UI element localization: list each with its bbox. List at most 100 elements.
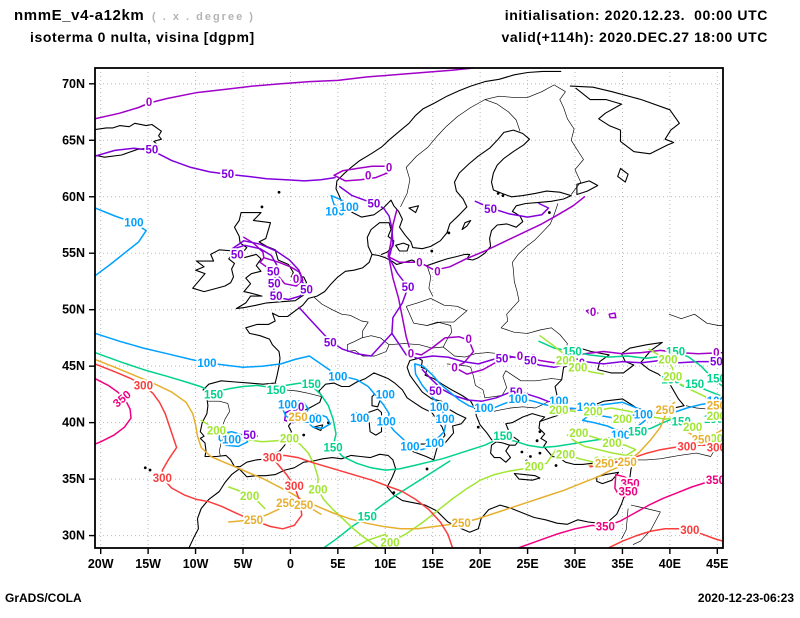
contour-line-100 [330,194,352,212]
contour-label-200: 200 [683,422,702,434]
coastline-path [505,408,569,446]
lon-tick-label: 15W [135,557,161,571]
island-dot [554,464,558,467]
coastline-path [569,85,680,155]
valid-time: valid(+114h): 2020.DEC.27 18:00 UTC [501,29,768,45]
contour-label-300: 300 [153,473,172,485]
lon-tick-label: 20W [88,557,114,571]
lon-tick-label: 0 [287,557,294,571]
grads-credit: GrADS/COLA [5,591,82,605]
border-path [313,297,369,338]
contour-label-200: 200 [663,371,682,383]
border-path [405,298,468,326]
contour-label-300: 300 [677,441,696,453]
contour-label-50: 50 [429,386,442,398]
contour-line-250 [95,358,628,530]
island-dot [447,231,451,235]
contour-label-50: 50 [268,279,281,291]
coastline-path [513,472,541,481]
contour-label-250: 250 [288,412,307,424]
contour-label-200: 200 [207,426,226,438]
island-dot [520,450,524,454]
contour-label-350: 350 [620,479,639,491]
contour-label-250: 250 [294,500,313,512]
contour-label-250: 250 [618,457,637,469]
contour-line-100 [218,430,249,448]
contour-line-50 [95,147,336,182]
initialisation-time: initialisation: 2020.12.23. 00:00 UTC [504,7,768,23]
coastline-path [617,167,629,183]
contour-line-350 [95,377,132,445]
contour-line-250 [686,428,723,441]
contour-label-250: 250 [707,401,726,413]
contour-line-200 [351,448,633,548]
coastline-path [408,205,420,214]
coastline-path [596,471,620,485]
border-path [275,382,322,398]
contour-label-100: 100 [325,206,344,218]
contour-label-200: 200 [280,433,299,445]
contour-label-100: 100 [549,396,568,408]
contour-label-300: 300 [707,442,726,454]
contour-label-200: 200 [556,356,575,368]
contour-line-100 [95,332,723,451]
contour-line-200 [558,407,723,442]
border-path [207,400,231,456]
contour-label-200: 200 [308,484,327,496]
contour-label-200: 200 [613,414,632,426]
contour-label-50: 50 [270,291,283,303]
contour-label-150: 150 [628,427,647,439]
contour-line-50 [338,185,409,335]
contour-label-100: 100 [340,202,359,214]
contour-label-100: 100 [197,358,216,370]
contour-line-200 [566,432,637,457]
contour-label-200: 200 [525,462,544,474]
contour-label-100: 100 [425,438,444,450]
contour-label-200: 200 [704,433,723,445]
lon-tick-label: 45E [706,557,728,571]
contour-label-150: 150 [204,389,223,401]
contour-line-350 [614,473,632,498]
lon-tick-label: 20E [469,557,491,571]
contour-label-200: 200 [240,491,259,503]
contour-label-0: 0 [416,257,422,269]
border-path [500,203,559,329]
lon-tick-label: 35E [611,557,633,571]
contour-label-50: 50 [510,387,523,399]
contour-label-50: 50 [324,337,337,349]
island-dot [260,205,264,209]
contour-label-300: 300 [263,453,282,465]
contour-label-350: 350 [596,522,615,534]
contour-line-250 [228,502,322,523]
contour-label-150: 150 [672,417,691,429]
contour-label-100: 100 [124,218,143,230]
contour-label-50: 50 [572,358,585,370]
lat-tick-label: 45N [62,359,85,373]
contour-label-0: 0 [517,351,523,363]
contour-label-100: 100 [707,396,726,408]
contour-label-0: 0 [434,266,440,278]
contour-line-100 [353,411,364,423]
contour-label-50: 50 [231,249,244,261]
island-dot [430,249,434,253]
contour-label-100: 100 [508,394,527,406]
contour-label-0: 0 [386,162,392,174]
contour-line-50 [421,368,568,408]
contour-label-250: 250 [452,518,471,530]
contour-line-300 [589,444,723,468]
contour-label-200: 200 [658,354,677,366]
border-path [400,84,566,208]
contour-label-0: 0 [590,307,596,319]
contour-line-0 [388,258,723,375]
contour-label-50: 50 [710,357,723,369]
contour-label-200: 200 [594,456,613,468]
lon-tick-label: 5E [330,557,345,571]
contour-label-50: 50 [267,266,280,278]
contour-line-250 [705,397,723,411]
lat-tick-label: 70N [62,77,85,91]
contour-label-250: 250 [276,498,295,510]
lon-tick-label: 5W [234,557,253,571]
contour-label-150: 150 [661,375,680,387]
border-path [668,313,723,326]
